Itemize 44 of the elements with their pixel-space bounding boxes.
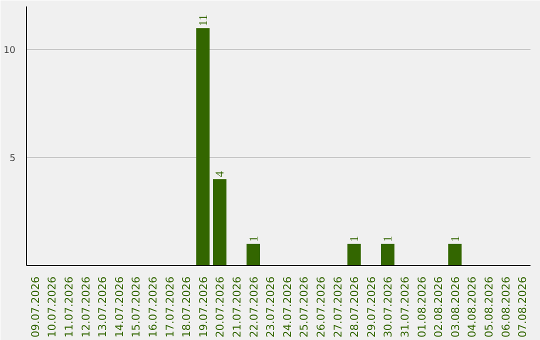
x-tick-label: 15.07.2026 bbox=[130, 276, 143, 338]
x-tick-label: 01.08.2026 bbox=[415, 276, 428, 338]
bar bbox=[347, 244, 361, 266]
x-tick-label: 09.07.2026 bbox=[28, 276, 42, 338]
x-tick-label: 13.07.2026 bbox=[96, 276, 110, 338]
bar bbox=[196, 28, 210, 266]
x-tick-label: 03.08.2026 bbox=[448, 276, 462, 338]
x-tick-label: 22.07.2026 bbox=[247, 276, 260, 338]
y-tick-label: 10 bbox=[4, 45, 16, 56]
x-tick-label: 26.07.2026 bbox=[314, 276, 328, 338]
x-tick-label: 17.07.2026 bbox=[163, 276, 176, 338]
data-label: 11 bbox=[196, 14, 210, 26]
bar bbox=[246, 244, 260, 266]
bar bbox=[380, 244, 394, 266]
data-label: 1 bbox=[380, 236, 395, 242]
x-tick-label: 31.07.2026 bbox=[398, 276, 412, 338]
x-tick-label: 07.08.2026 bbox=[516, 276, 530, 338]
x-tick-label: 04.08.2026 bbox=[466, 276, 479, 338]
x-tick-label: 05.08.2026 bbox=[482, 276, 496, 338]
x-tick-label: 21.07.2026 bbox=[230, 276, 244, 338]
x-tick-label: 06.08.2026 bbox=[499, 276, 512, 338]
x-tick-label: 29.07.2026 bbox=[364, 276, 378, 338]
data-label: 1 bbox=[347, 236, 362, 242]
x-tick-label: 25.07.2026 bbox=[298, 276, 311, 338]
x-tick-label: 10.07.2026 bbox=[46, 276, 59, 338]
data-label: 4 bbox=[212, 171, 227, 178]
data-label: 1 bbox=[448, 236, 462, 242]
x-tick-label: 19.07.2026 bbox=[196, 276, 210, 338]
bar bbox=[448, 244, 462, 266]
x-tick-label: 18.07.2026 bbox=[180, 276, 194, 338]
x-tick-label: 16.07.2026 bbox=[146, 276, 160, 338]
x-tick-label: 24.07.2026 bbox=[280, 276, 294, 338]
x-tick-label: 23.07.2026 bbox=[264, 276, 278, 338]
x-tick-label: 11.07.2026 bbox=[62, 276, 76, 338]
x-tick-label: 12.07.2026 bbox=[79, 276, 92, 338]
data-label: 1 bbox=[246, 236, 260, 242]
x-tick-label: 30.07.2026 bbox=[382, 276, 395, 338]
x-tick-label: 28.07.2026 bbox=[348, 276, 362, 338]
x-tick-label: 27.07.2026 bbox=[331, 276, 344, 338]
x-tick-label: 20.07.2026 bbox=[214, 276, 227, 338]
x-tick-label: 14.07.2026 bbox=[112, 276, 126, 338]
bar bbox=[212, 179, 226, 266]
x-tick-label: 02.08.2026 bbox=[432, 276, 446, 338]
y-tick-label: 5 bbox=[10, 153, 16, 164]
